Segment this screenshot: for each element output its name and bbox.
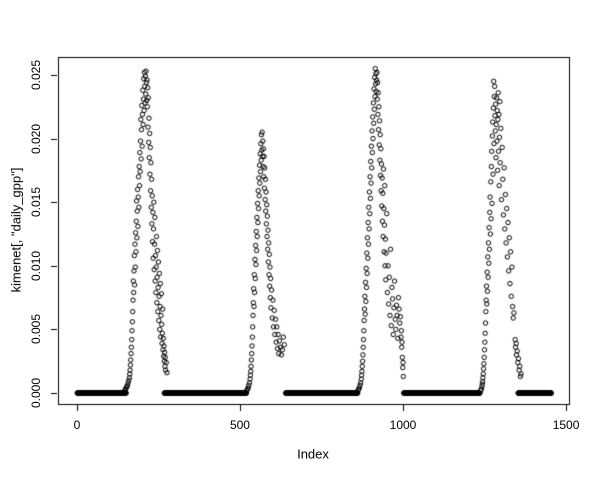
y-tick-label: 0.025 [29, 59, 43, 90]
x-tick-label: 0 [73, 418, 81, 432]
y-tick-label: 0.005 [29, 314, 43, 345]
y-tick-label: 0.020 [29, 123, 43, 154]
x-tick-label: 500 [229, 418, 250, 432]
x-tick-label: 1500 [552, 418, 580, 432]
x-tick-label: 1000 [389, 418, 417, 432]
y-tick-label: 0.015 [29, 187, 43, 218]
y-tick-label: 0.000 [29, 378, 43, 409]
y-tick-label: 0.010 [29, 250, 43, 281]
x-axis-title: Index [297, 446, 329, 462]
y-axis-title: kimenet[, "daily_gpp"] [8, 167, 24, 293]
